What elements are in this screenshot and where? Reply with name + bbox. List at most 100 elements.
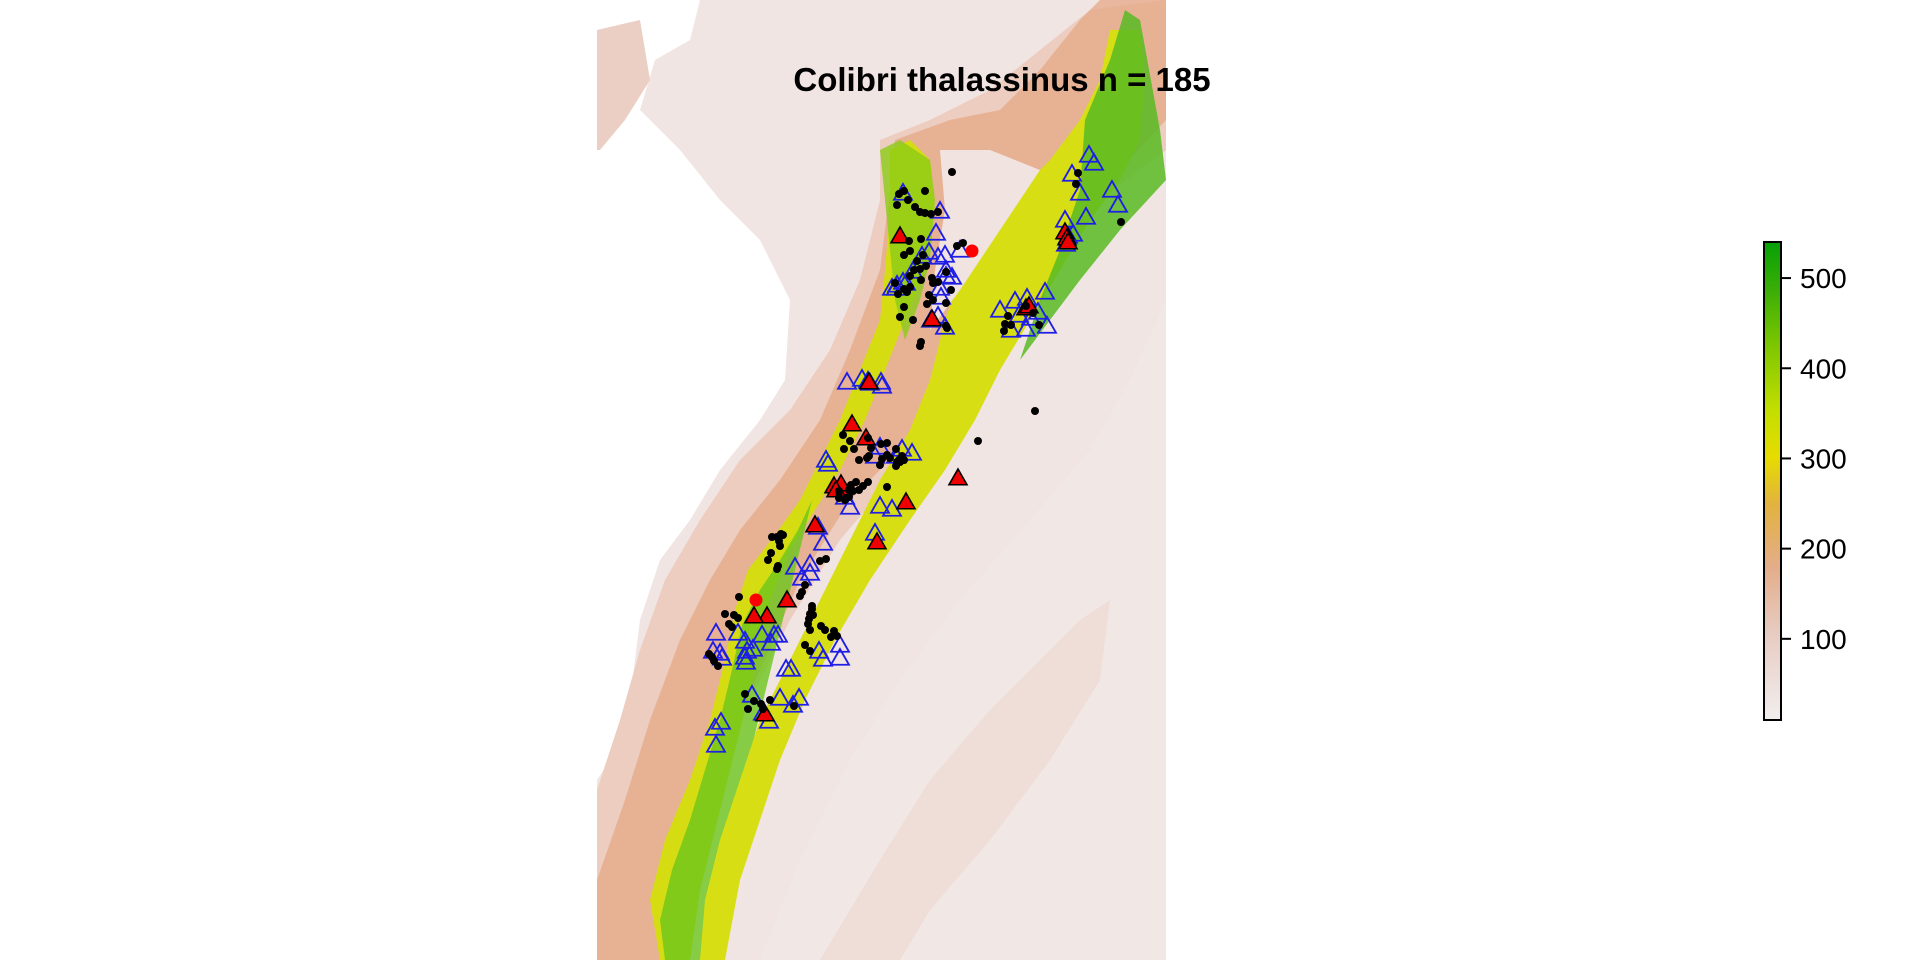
- test-triangle-marker: [929, 277, 951, 296]
- test-triangle-marker: [812, 532, 834, 551]
- occurrence-dot: [942, 268, 950, 276]
- occurrence-dot: [903, 288, 911, 296]
- occurrence-dot: [863, 454, 871, 462]
- occurrence-dot: [898, 452, 906, 460]
- test-triangle-marker: [705, 622, 727, 641]
- occurrence-dot: [1072, 180, 1080, 188]
- occurrence-dot: [900, 303, 908, 311]
- occurrence-dot: [790, 702, 798, 710]
- occurrence-dot: [864, 434, 872, 442]
- occurrence-dot: [904, 196, 912, 204]
- test-triangle-marker: [799, 553, 821, 572]
- occurrence-dot: [1022, 302, 1030, 310]
- test-triangle-marker: [935, 265, 957, 284]
- test-triangle-marker: [1069, 182, 1091, 201]
- occurrence-dot: [840, 445, 848, 453]
- test-triangle-marker: [901, 442, 923, 461]
- occurrence-points: [702, 144, 1129, 753]
- test-triangle-marker: [1078, 144, 1100, 163]
- test-triangle-marker: [869, 495, 891, 514]
- occurrence-dot: [808, 602, 816, 610]
- occurrence-dot: [766, 696, 774, 704]
- occurrence-dot: [801, 641, 809, 649]
- occurrence-dot: [741, 690, 749, 698]
- test-triangle-marker: [1015, 318, 1037, 337]
- occurrence-dot: [728, 623, 736, 631]
- occurrence-dot: [801, 581, 809, 589]
- training-triangle-marker: [1057, 231, 1079, 250]
- central-cordillera: [700, 30, 1145, 960]
- occurrence-dot: [1004, 312, 1012, 320]
- occurrence-dot: [847, 481, 855, 489]
- occurrence-dot: [806, 647, 814, 655]
- test-triangle-marker: [767, 624, 789, 643]
- training-triangle-marker: [947, 467, 969, 486]
- test-triangle-marker: [799, 562, 821, 581]
- test-triangle-marker: [751, 624, 773, 643]
- test-triangle-marker: [918, 241, 940, 260]
- test-triangle-marker: [705, 734, 727, 753]
- occurrence-dot: [905, 237, 913, 245]
- training-triangle-marker: [754, 703, 776, 722]
- occurrence-dot: [841, 496, 849, 504]
- legend-tick-label: 500: [1800, 263, 1847, 294]
- occurrence-dot: [883, 439, 891, 447]
- occurrence-dot: [883, 483, 891, 491]
- occurrence-dot: [891, 279, 899, 287]
- occurrence-dot: [900, 251, 908, 259]
- occurrence-dot: [822, 555, 830, 563]
- occurrence-dot: [1007, 321, 1015, 329]
- training-triangle-marker: [866, 531, 888, 550]
- test-triangle-marker: [930, 286, 952, 305]
- occurrence-dot: [846, 437, 854, 445]
- test-triangle-marker: [935, 259, 957, 278]
- valley-lowland: [930, 150, 1040, 330]
- test-triangle-marker: [817, 453, 839, 472]
- occurrence-dot: [948, 168, 956, 176]
- test-triangle-marker: [829, 634, 851, 653]
- elevation-legend: 100 200 300 400 500: [1763, 241, 1847, 721]
- highlight-red-dot: [749, 593, 763, 607]
- legend-tick-label: 100: [1800, 624, 1847, 655]
- occurrence-dot: [916, 265, 924, 273]
- test-triangle-marker: [839, 496, 861, 515]
- test-triangle-marker: [1101, 179, 1123, 198]
- occurrence-dot: [876, 461, 884, 469]
- test-triangle-marker: [871, 375, 893, 394]
- occurrence-dot: [1001, 320, 1009, 328]
- occurrence-dot: [1029, 309, 1037, 317]
- test-triangle-marker: [881, 277, 903, 296]
- occurrence-dot: [759, 705, 767, 713]
- occurrence-dot: [835, 487, 843, 495]
- occurrence-dot: [833, 632, 841, 640]
- occurrence-dot: [921, 187, 929, 195]
- test-triangle-marker: [989, 299, 1011, 318]
- occurrence-dot: [906, 272, 914, 280]
- test-triangle-marker: [870, 371, 892, 390]
- occurrence-dot: [923, 300, 931, 308]
- occurrence-dot: [906, 247, 914, 255]
- occurrence-dot: [839, 431, 847, 439]
- occurrence-dot: [855, 456, 863, 464]
- occurrence-dot: [925, 291, 933, 299]
- test-triangle-marker: [736, 640, 758, 659]
- occurrence-dot: [894, 290, 902, 298]
- occurrence-dot: [953, 242, 961, 250]
- occurrence-dot: [764, 556, 772, 564]
- training-triangle-marker: [776, 589, 798, 608]
- occurrence-dot: [916, 342, 924, 350]
- occurrence-dot: [867, 444, 875, 452]
- occurrence-dot: [721, 610, 729, 618]
- occurrence-dot: [750, 697, 758, 705]
- occurrence-dot: [934, 278, 942, 286]
- occurrence-dot: [1074, 169, 1082, 177]
- training-triangle-marker: [756, 605, 778, 624]
- occurrence-dot: [909, 316, 917, 324]
- occurrence-dot: [892, 445, 900, 453]
- training-triangle-marker: [743, 605, 765, 624]
- highlight-red-dot: [965, 244, 979, 258]
- legend-tick-label: 400: [1800, 353, 1847, 384]
- occurrence-dot: [821, 626, 829, 634]
- plains-texture: [820, 600, 1110, 960]
